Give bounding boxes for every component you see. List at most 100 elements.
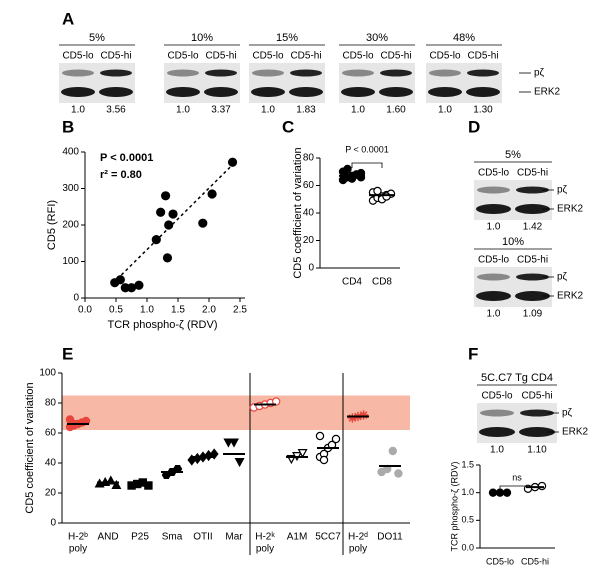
point: [234, 458, 245, 468]
y-tick-label: 40: [45, 458, 57, 469]
band: [204, 87, 238, 97]
y-tick-label: 20: [303, 235, 315, 246]
point: [168, 209, 178, 219]
point: [162, 253, 173, 263]
band: [167, 69, 199, 77]
point: [144, 481, 153, 490]
band-label: pζ: [534, 68, 545, 79]
x-tick-label: CD5-hi: [521, 556, 549, 566]
band-label: ERK2: [534, 87, 561, 98]
lane-label: CD5-lo: [62, 51, 94, 62]
band: [252, 69, 284, 77]
quantification: 1.09: [523, 309, 543, 320]
point: [151, 235, 161, 245]
point: [161, 191, 171, 201]
x-tick-label: 2.5: [233, 305, 247, 316]
blot-membrane: [474, 180, 552, 220]
point: [126, 283, 137, 293]
quantification: 3.37: [211, 105, 231, 116]
blot-header: 10%: [191, 32, 213, 44]
annotation: r² = 0.80: [100, 169, 142, 181]
band: [61, 87, 95, 97]
point: [358, 410, 369, 420]
lane-label: CD5-lo: [481, 391, 513, 402]
blot-header: 5C.C7 Tg CD4: [481, 372, 553, 384]
band: [466, 87, 500, 97]
lane-label: CD5-hi: [517, 168, 548, 179]
point: [356, 173, 366, 182]
y-axis-label: CD5 (RFI): [46, 200, 58, 250]
point: [156, 207, 166, 217]
point: [134, 280, 144, 290]
annotation: P < 0.0001: [100, 152, 153, 164]
band: [516, 273, 549, 281]
x-tick-label: Mar: [225, 532, 243, 543]
band: [477, 186, 510, 194]
band: [251, 87, 285, 97]
point: [229, 438, 239, 448]
y-tick-label: 0.5: [461, 515, 474, 525]
band: [480, 409, 514, 417]
x-tick-label: Sma: [162, 532, 183, 543]
band: [62, 69, 94, 77]
band: [516, 186, 549, 194]
point: [388, 446, 397, 456]
band: [166, 87, 200, 97]
point: [111, 479, 122, 489]
x-tick-label: DO11: [377, 532, 403, 543]
y-tick-label: 60: [45, 428, 57, 439]
x-tick-label: P25: [131, 532, 149, 543]
band: [476, 291, 511, 301]
lane-label: CD5-lo: [167, 51, 199, 62]
point: [319, 455, 329, 465]
band: [290, 69, 322, 77]
band: [467, 69, 499, 77]
panel-label: E: [62, 344, 73, 363]
reference-band: [62, 395, 410, 430]
x-tick-label: CD8: [372, 277, 392, 288]
point: [164, 220, 174, 230]
band: [289, 87, 323, 97]
blot-membrane: [339, 63, 415, 103]
y-axis-label: CD5 coefficient of variation: [292, 147, 304, 278]
point: [198, 218, 208, 228]
band: [379, 87, 413, 97]
point: [347, 413, 358, 423]
quantification: 1.0: [487, 309, 501, 320]
y-tick-label: 0: [308, 263, 314, 274]
quantification: 1.83: [296, 105, 316, 116]
point: [331, 434, 341, 444]
point: [207, 189, 217, 199]
lane-label: CD5-hi: [380, 51, 411, 62]
y-tick-label: 60: [303, 180, 315, 191]
point: [272, 397, 281, 406]
point: [115, 275, 125, 285]
quantification: 1.0: [261, 105, 275, 116]
y-tick-label: 80: [303, 153, 315, 164]
band: [520, 409, 554, 417]
band: [205, 69, 237, 77]
band: [429, 69, 461, 77]
x-tick-label: AND: [97, 532, 118, 543]
x-tick-label: 5CC7: [315, 532, 341, 543]
blot-membrane: [474, 267, 552, 307]
blot-header: 48%: [453, 32, 475, 44]
panel-label: A: [62, 9, 74, 28]
band: [515, 291, 550, 301]
lane-label: CD5-lo: [252, 51, 284, 62]
blot-header: 5%: [505, 149, 521, 161]
quantification: 1.0: [438, 105, 452, 116]
blot-header: 10%: [502, 236, 524, 248]
y-tick-label: 100: [39, 368, 56, 379]
annotation: P < 0.0001: [345, 144, 389, 154]
lane-label: CD5-lo: [342, 51, 374, 62]
band: [515, 204, 550, 214]
point: [373, 186, 382, 196]
quantification: 1.60: [386, 105, 406, 116]
point: [297, 449, 308, 459]
panel-label: B: [62, 117, 74, 136]
y-tick-label: 20: [45, 488, 57, 499]
quantification: 1.0: [490, 445, 504, 456]
band-label: ERK2: [557, 291, 584, 302]
y-axis-label: CD5 coefficient of variation: [24, 382, 36, 513]
